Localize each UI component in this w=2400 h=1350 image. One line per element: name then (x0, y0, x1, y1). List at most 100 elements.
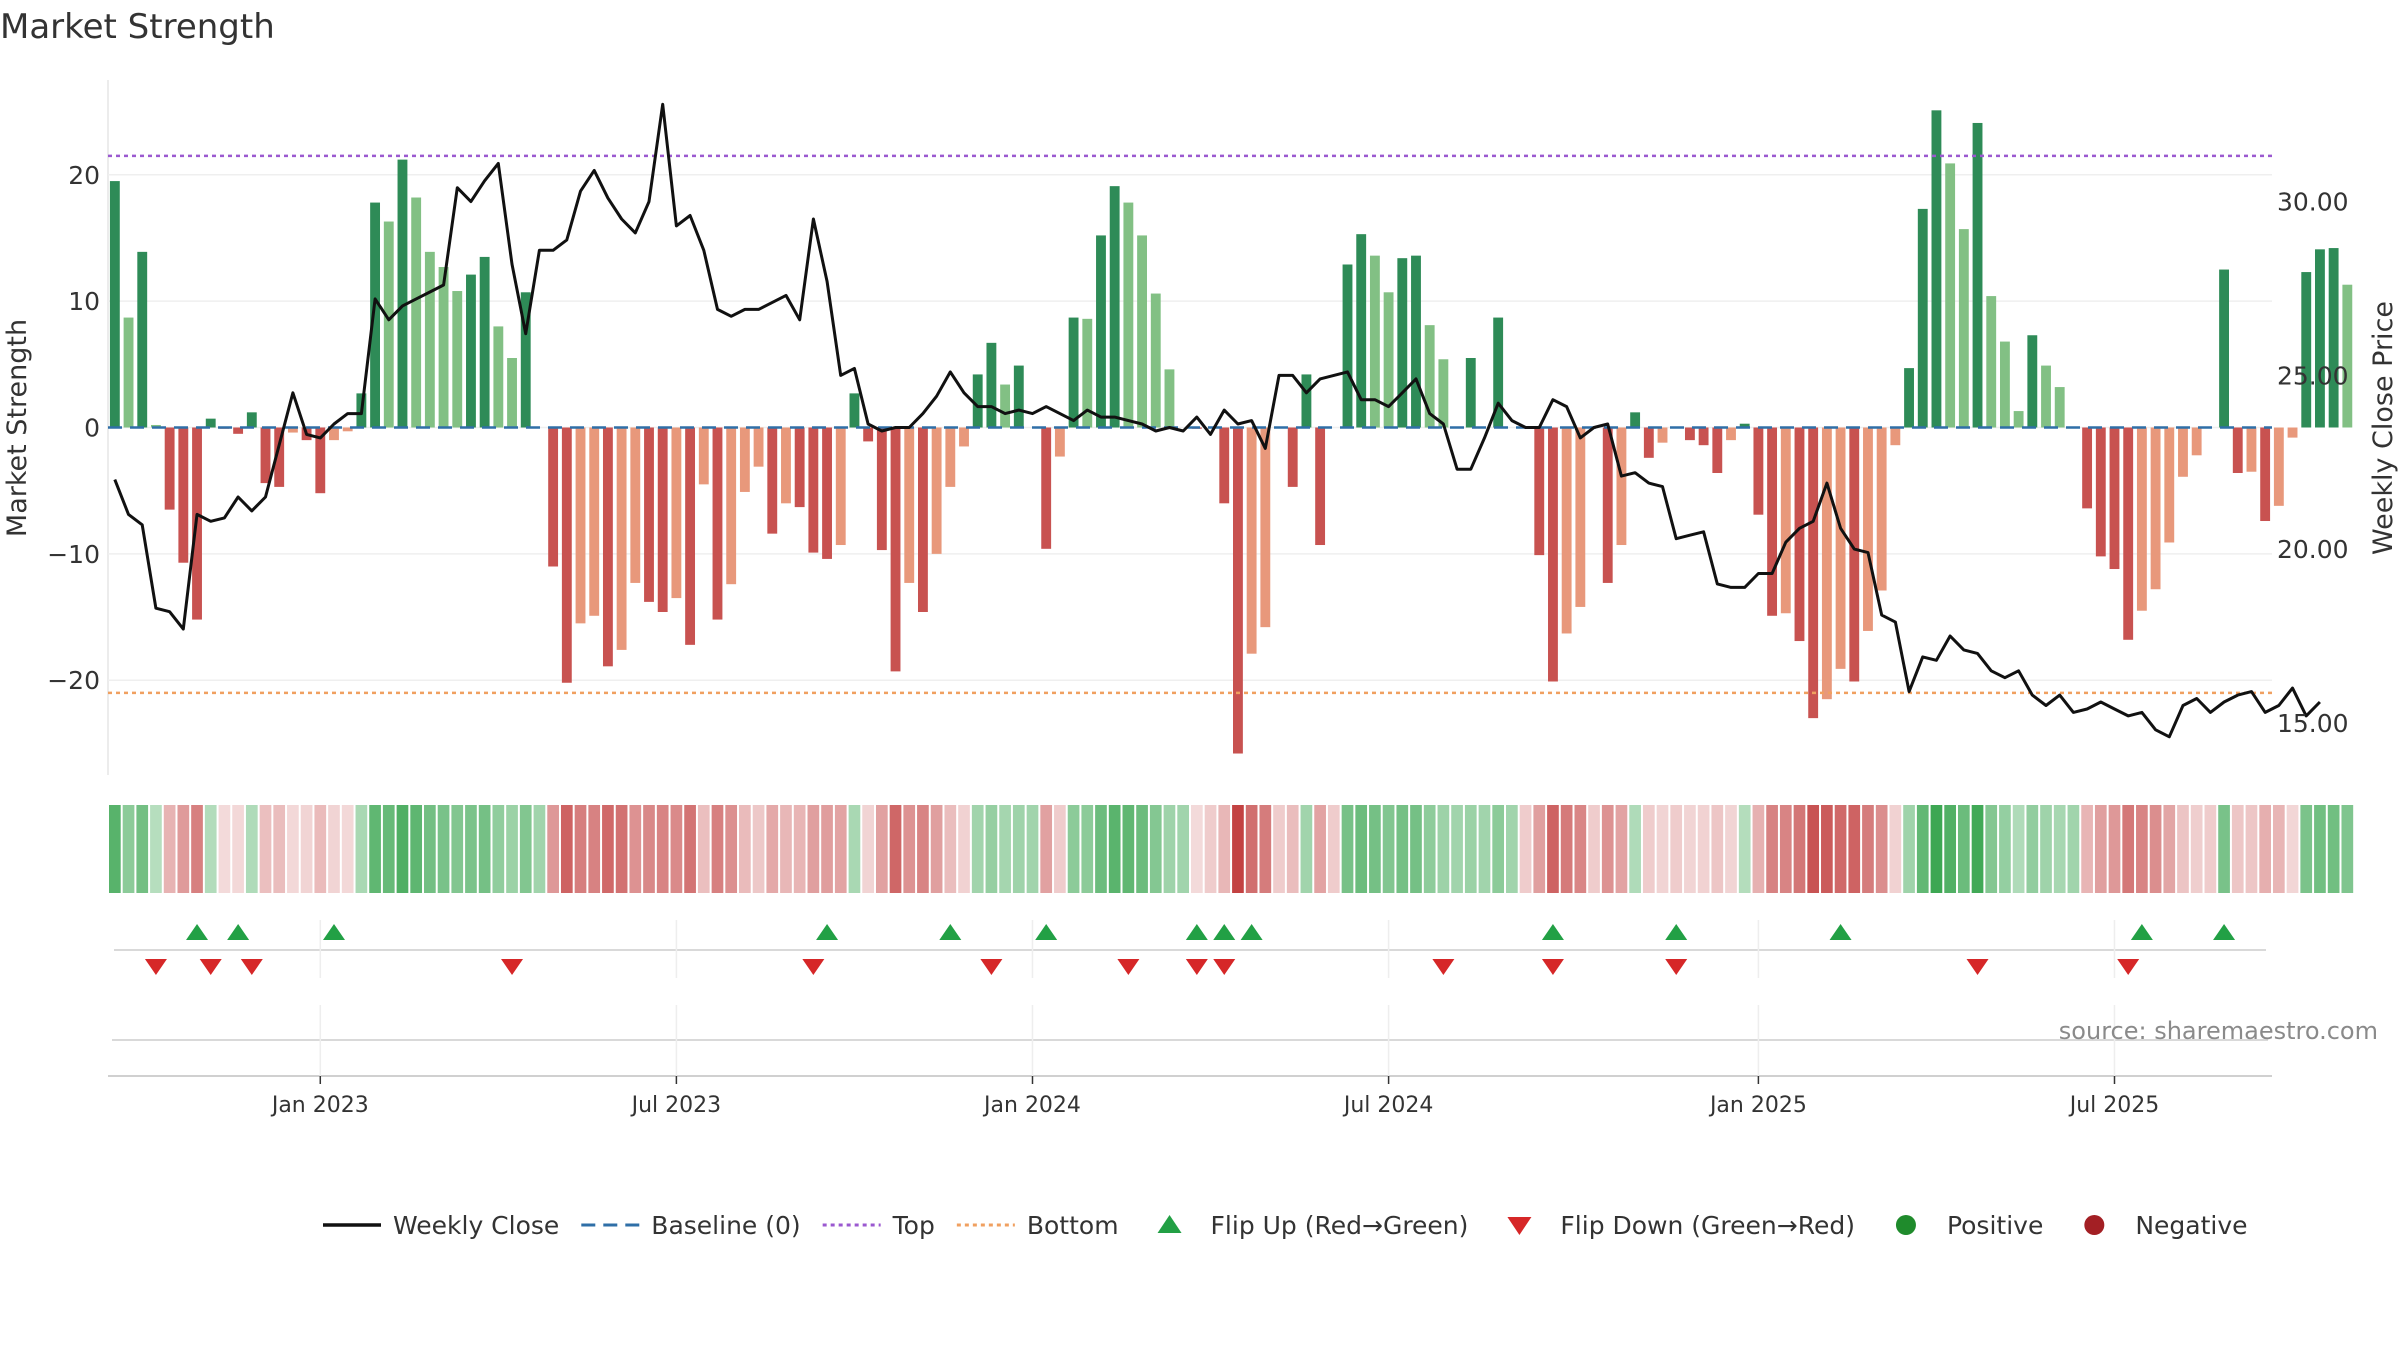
legend-label: Bottom (1027, 1211, 1119, 1240)
heat-strip-cell (1779, 805, 1792, 893)
y-tick-label: −10 (47, 540, 100, 569)
strength-bar (1958, 229, 1969, 428)
strength-bar (1917, 208, 1928, 428)
heat-strip-cell (2081, 805, 2093, 893)
heat-strip-cell (766, 805, 779, 893)
flip-up-marker (1665, 924, 1688, 940)
strength-bar (698, 427, 709, 485)
legend-triangle-up-icon (1157, 1215, 1182, 1233)
flip-down-marker (1966, 959, 1989, 975)
heat-strip-cell (1451, 805, 1463, 893)
heat-strip-cell (560, 805, 573, 893)
legend-item: Flip Up (Red→Green) (1157, 1211, 1468, 1240)
heat-strip-cell (355, 805, 368, 893)
strength-bar (260, 427, 271, 484)
heat-strip-cell (1095, 805, 1107, 893)
heat-strip-cell (780, 805, 792, 893)
heat-strip-cell (232, 805, 244, 893)
heat-strip-cell (2190, 805, 2203, 893)
heat-strip-cell (615, 805, 628, 893)
heat-strip-cell (2204, 805, 2217, 893)
y-tick-label: −20 (47, 666, 100, 695)
heat-strip-cell (1369, 805, 1381, 893)
heat-strip-cell (2053, 805, 2066, 893)
heat-strip-cell (1122, 805, 1135, 893)
strength-bar (1000, 384, 1011, 428)
strength-bar (1849, 427, 1860, 682)
strength-bar (1835, 427, 1846, 669)
strength-bar (917, 427, 928, 612)
strength-bar (438, 267, 449, 428)
heat-strip-cell (245, 805, 258, 893)
strength-bar (2136, 427, 2147, 611)
strength-bar (1109, 186, 1120, 428)
heat-strip-cell (424, 805, 436, 893)
strength-bar (1986, 296, 1997, 428)
strength-bar (2342, 284, 2353, 428)
heat-strip-cell (465, 805, 477, 893)
legend-label: Weekly Close (393, 1211, 559, 1240)
flip-down-marker (1665, 959, 1688, 975)
legend-item: Positive (1895, 1211, 2043, 1240)
strength-bar (520, 292, 531, 428)
strength-bar (1794, 427, 1805, 642)
y2-axis-title: Weekly Close Price (2368, 301, 2399, 555)
strength-bar (876, 427, 887, 551)
heat-strip-cell (136, 805, 149, 893)
heat-strip-cell (150, 805, 162, 893)
y-axis-right-label: Weekly Close Price (2368, 301, 2399, 555)
strength-bar (1287, 427, 1298, 487)
strength-bar (1493, 317, 1504, 428)
strength-bar (904, 427, 915, 583)
strength-bar (329, 427, 339, 441)
heat-strip-cell (369, 805, 381, 893)
weekly-close-line (113, 102, 2321, 739)
strength-bar (164, 427, 175, 510)
heat-strip-cell (1916, 805, 1929, 893)
strength-bar (2123, 427, 2134, 640)
heat-strip-cell (629, 805, 642, 893)
strength-bar (507, 358, 517, 428)
strength-bar (1411, 255, 1421, 428)
heat-strip-cell (437, 805, 450, 893)
strength-bar (1315, 427, 1326, 546)
strength-bar (2301, 272, 2312, 428)
flip-up-marker (2213, 924, 2236, 940)
heat-strip-cell (930, 805, 943, 893)
heat-strip-cell (834, 805, 847, 893)
heat-strip-cell (1204, 805, 1217, 893)
strength-bar (2054, 387, 2065, 428)
strength-bar (931, 427, 942, 554)
heat-strip-cell (1999, 805, 2011, 893)
strength-bar (822, 427, 832, 559)
heat-strip-cell (807, 805, 820, 893)
flip-up-marker (1213, 924, 1236, 940)
strength-bar (2273, 427, 2284, 506)
y-tick-labels: −20 −10 0 10 20 (47, 161, 100, 695)
strength-bar (397, 159, 408, 428)
heat-strip-cell (588, 805, 601, 893)
heat-strip-cell (2218, 805, 2230, 893)
strength-bar (2328, 248, 2339, 428)
strength-bar (575, 427, 586, 624)
legend-item: Bottom (956, 1211, 1119, 1240)
heat-strip-cell (2012, 805, 2025, 893)
heat-strip-cell (985, 805, 998, 893)
strength-bar (986, 342, 997, 428)
heat-strip-cell (273, 805, 286, 893)
strength-bar (370, 202, 381, 428)
heat-strip-cell (684, 805, 696, 893)
strength-bar (1561, 427, 1572, 634)
heat-strip-cell (1875, 805, 1888, 893)
heat-strip-cell (656, 805, 669, 893)
strength-bar (2191, 427, 2202, 456)
flip-down-marker (1117, 959, 1140, 975)
heat-strip-cell (1108, 805, 1121, 893)
flip-down-marker (2117, 959, 2140, 975)
strength-bar (1233, 427, 1243, 754)
strength-bar (1096, 235, 1106, 428)
strength-bar (794, 427, 805, 508)
heat-strip-cell (1300, 805, 1313, 893)
strength-bar (1260, 427, 1271, 628)
y2-tick-label: 20.00 (2277, 535, 2349, 564)
